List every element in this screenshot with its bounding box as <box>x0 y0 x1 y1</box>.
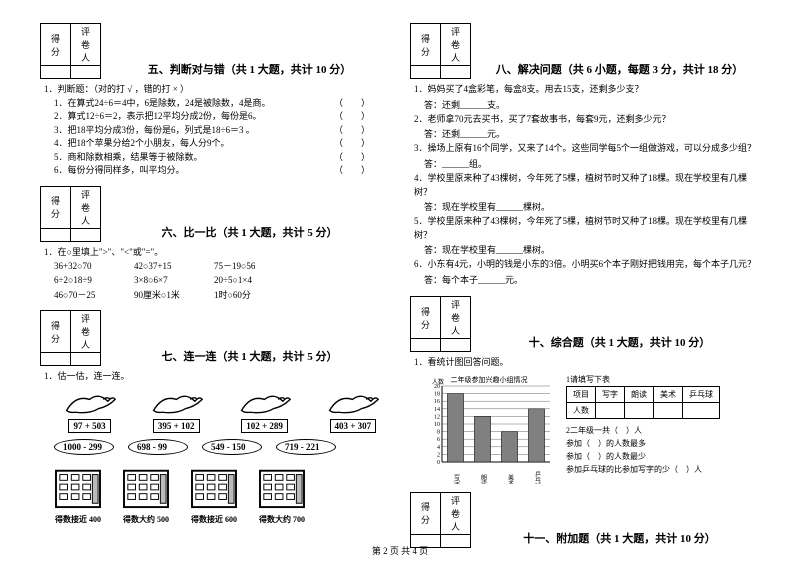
section-6-title: 六、比一比（共 1 大题，共计 5 分） <box>109 224 390 242</box>
q5-item-3: 3．把18平均分成3份，每份是6，列式是18÷6＝3 。（ ） <box>40 124 390 138</box>
score-box: 得分评卷人 <box>410 296 471 352</box>
oval-1: 1000 - 299 <box>54 439 114 455</box>
building-row: 得数接近 400 得数大约 500 得数接近 600 得数大约 700 <box>54 465 390 525</box>
dove-icon <box>325 390 380 418</box>
svg-text:8: 8 <box>437 429 440 435</box>
q5-item-5: 5．商和除数相乘，结果等于被除数。（ ） <box>40 151 390 165</box>
q7-stem: 1．估一估，连一连。 <box>44 370 390 384</box>
svg-text:写字: 写字 <box>453 474 460 484</box>
survey-header: 1请填写下表 <box>566 374 720 387</box>
score-label: 得分 <box>41 24 71 66</box>
building-1: 得数接近 400 <box>54 465 102 525</box>
q5-item-4: 4．把18个苹果分给2个小朋友，每人分9个。（ ） <box>40 137 390 151</box>
dove-icon <box>237 390 292 418</box>
chart-area: 二年级参加兴趣小组情况02468101214161820写字朗读美术乒乓球人数 … <box>424 374 760 484</box>
building-icon <box>258 465 306 509</box>
survey-line-2: 参加（ ）的人数最多 <box>566 438 720 451</box>
section-10-header: 得分评卷人 十、综合题（共 1 大题，共计 10 分） <box>410 296 760 352</box>
q8-5a: 答：现在学校里有______棵树。 <box>410 242 760 258</box>
svg-text:0: 0 <box>437 460 440 466</box>
oval-2: 698 - 99 <box>128 439 188 455</box>
survey-line-4: 参加乒乓球的比参加写字的少（ ）人 <box>566 464 720 477</box>
dove-row: 97 + 503 395 + 102 102 + 289 403 + 307 <box>54 390 390 433</box>
svg-text:18: 18 <box>434 391 440 397</box>
oval-row: 1000 - 299 698 - 99 549 - 150 719 - 221 <box>54 439 390 455</box>
right-column: 得分评卷人 八、解决问题（共 6 小题，每题 3 分，共计 18 分） 1．妈妈… <box>400 15 770 540</box>
building-icon <box>122 465 170 509</box>
q8-3a: 答：______组。 <box>410 156 760 172</box>
q6-row-2: 6÷2○18÷93×8○6×720÷5○1×4 <box>40 273 390 287</box>
svg-text:人数: 人数 <box>432 378 444 386</box>
building-icon <box>54 465 102 509</box>
svg-text:二年级参加兴趣小组情况: 二年级参加兴趣小组情况 <box>451 375 528 384</box>
section-5-header: 得分评卷人 五、判断对与错（共 1 大题，共计 10 分） <box>40 23 390 79</box>
score-box: 得分评卷人 <box>410 23 471 79</box>
q8-4: 4．学校里原来种了43棵树，今年死了5棵，植树节时又种了18棵。现在学校里有几棵… <box>414 172 760 199</box>
svg-text:乒乓球: 乒乓球 <box>534 470 541 484</box>
q5-item-2: 2．算式12÷6＝2，表示把12平均分成2份，每份是6。（ ） <box>40 110 390 124</box>
q8-4a: 答：现在学校里有______棵树。 <box>410 199 760 215</box>
building-3: 得数接近 600 <box>190 465 238 525</box>
q8-6: 6．小东有4元，小明的钱是小东的3倍。小明买6个本子刚好把钱用完，每个本子几元？ <box>414 258 760 272</box>
q8-2a: 答：还剩______元。 <box>410 126 760 142</box>
survey-line-1: 2二年级一共（ ）人 <box>566 425 720 438</box>
dove-3: 102 + 289 <box>227 390 301 433</box>
dove-2: 395 + 102 <box>139 390 213 433</box>
dove-icon <box>149 390 204 418</box>
score-box: 得分评卷人 <box>410 492 471 548</box>
section-5-title: 五、判断对与错（共 1 大题，共计 10 分） <box>109 61 390 79</box>
q6-row-3: 46○70－2590厘米○1米1时○60分 <box>40 288 390 302</box>
oval-4: 719 - 221 <box>276 439 336 455</box>
section-8-title: 八、解决问题（共 6 小题，每题 3 分，共计 18 分） <box>479 61 760 79</box>
building-4: 得数大约 700 <box>258 465 306 525</box>
section-7-header: 得分评卷人 七、连一连（共 1 大题，共计 5 分） <box>40 310 390 366</box>
svg-text:4: 4 <box>437 444 440 450</box>
svg-text:美术: 美术 <box>507 473 514 484</box>
page-footer: 第 2 页 共 4 页 <box>0 544 800 557</box>
svg-text:10: 10 <box>434 422 440 428</box>
q8-5: 5．学校里原来种了43棵树，今年死了5棵，植树节时又种了18棵。现在学校里有几棵… <box>414 215 760 242</box>
q8-1: 1．妈妈买了4盒彩笔，每盒8支。用去15支，还剩多少支？ <box>414 83 760 97</box>
q5-item-1: 1．在算式24÷6＝4中，6是除数，24是被除数，4是商。（ ） <box>40 97 390 111</box>
q8-1a: 答：还剩______支。 <box>410 97 760 113</box>
score-box: 得分评卷人 <box>40 186 101 242</box>
section-8-header: 得分评卷人 八、解决问题（共 6 小题，每题 3 分，共计 18 分） <box>410 23 760 79</box>
q6-row-1: 36+32○7042○37+1575－19○56 <box>40 259 390 273</box>
q8-2: 2．老师拿70元去买书，买了7套故事书，每套9元，还剩多少元？ <box>414 113 760 127</box>
survey-table: 项目 写字 朗读 美术 乒乓球 人数 <box>566 386 720 419</box>
q5-stem: 1．判断题：（对的打 √ ，错的打 × ） <box>44 83 390 97</box>
section-7-title: 七、连一连（共 1 大题，共计 5 分） <box>109 348 390 366</box>
reviewer-label: 评卷人 <box>71 24 101 66</box>
q8-3: 3．操场上原有16个同学，又来了14个。这些同学每5个一组做游戏，可以分成多少组… <box>414 142 760 156</box>
survey-line-3: 参加（ ）的人数最少 <box>566 451 720 464</box>
svg-text:2: 2 <box>437 452 440 458</box>
q10-stem: 1．看统计图回答问题。 <box>414 356 760 370</box>
dove-icon <box>62 390 117 418</box>
q5-item-6: 6．每份分得同样多，叫平均分。（ ） <box>40 164 390 178</box>
svg-text:朗读: 朗读 <box>480 473 487 484</box>
dove-4: 403 + 307 <box>316 390 390 433</box>
bar-chart: 二年级参加兴趣小组情况02468101214161820写字朗读美术乒乓球人数 <box>424 374 554 484</box>
building-2: 得数大约 500 <box>122 465 170 525</box>
oval-3: 549 - 150 <box>202 439 262 455</box>
svg-text:14: 14 <box>434 406 440 412</box>
survey-side: 1请填写下表 项目 写字 朗读 美术 乒乓球 人数 2二年级一共（ ）人 参加（… <box>566 374 720 484</box>
section-10-title: 十、综合题（共 1 大题，共计 10 分） <box>479 334 760 352</box>
svg-text:12: 12 <box>434 414 440 420</box>
score-box: 得分评卷人 <box>40 310 101 366</box>
score-box: 得分评卷人 <box>40 23 101 79</box>
section-11-header: 得分评卷人 十一、附加题（共 1 大题，共计 10 分） <box>410 492 760 548</box>
building-icon <box>190 465 238 509</box>
left-column: 得分评卷人 五、判断对与错（共 1 大题，共计 10 分） 1．判断题：（对的打… <box>30 15 400 540</box>
q8-6a: 答：每个本子______元。 <box>410 272 760 288</box>
svg-text:16: 16 <box>434 399 440 405</box>
svg-text:6: 6 <box>437 437 440 443</box>
q6-stem: 1．在○里填上">"、"<"或"="。 <box>44 246 390 260</box>
section-6-header: 得分评卷人 六、比一比（共 1 大题，共计 5 分） <box>40 186 390 242</box>
dove-1: 97 + 503 <box>54 390 125 433</box>
